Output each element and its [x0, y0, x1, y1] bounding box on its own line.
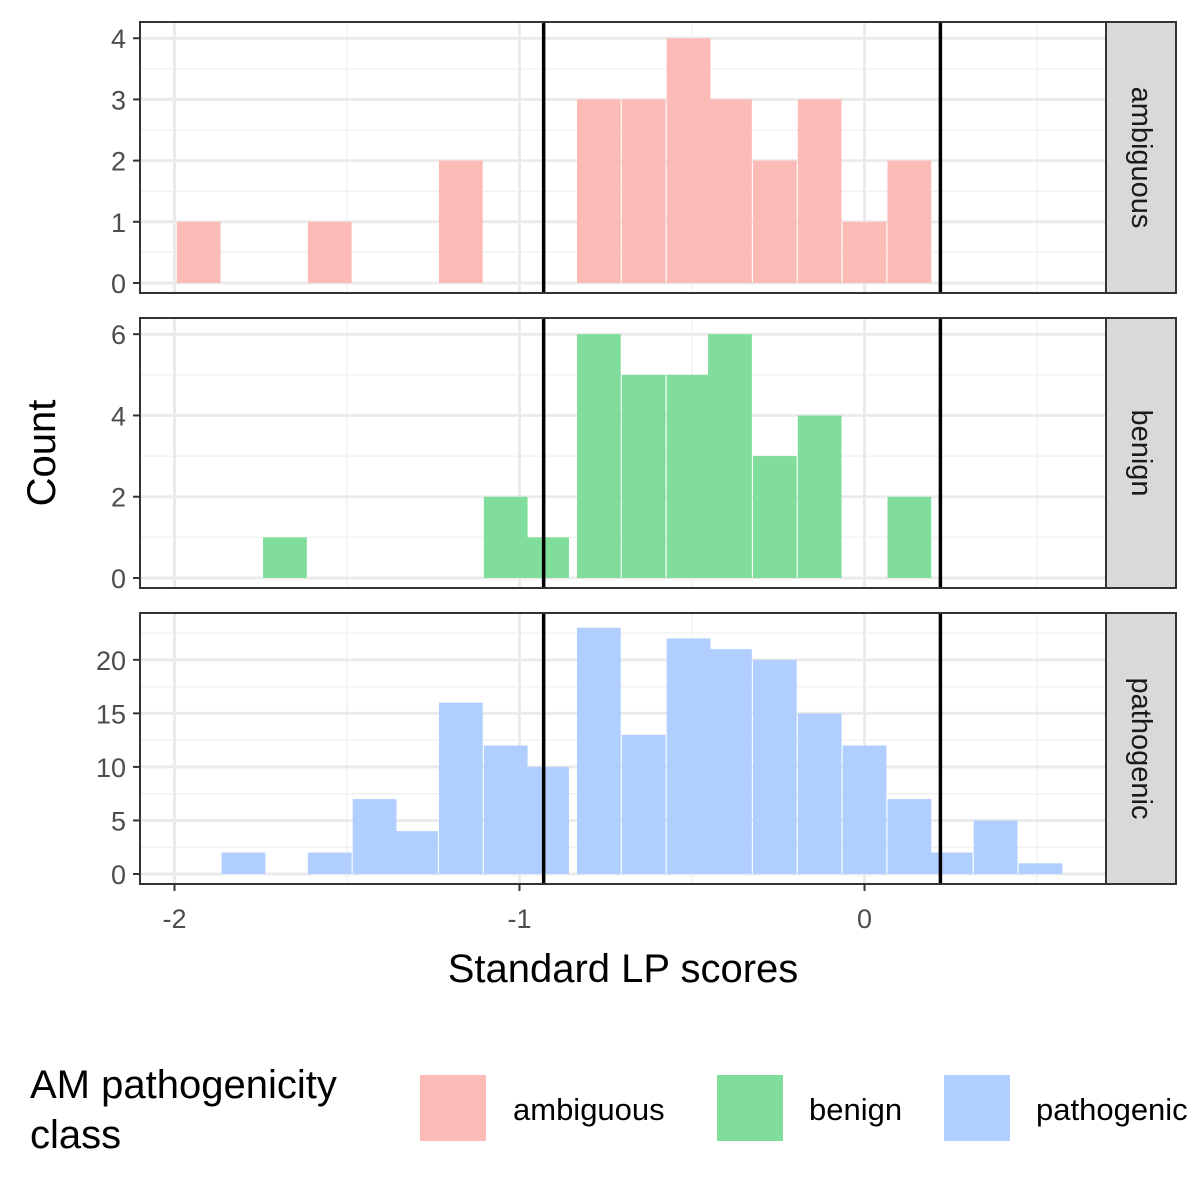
histogram-bar [307, 221, 352, 283]
histogram-bar [842, 745, 887, 874]
histogram-bar [797, 713, 842, 874]
y-tick-label: 6 [111, 320, 126, 350]
facet-panels: 0 1 2 3 4 ambiguous 0 2 4 6 benign 0 5 10 15 20 pathogen… [96, 21, 1177, 890]
facet-panel-ambiguous: 0 1 2 3 4 ambiguous [111, 21, 1177, 299]
legend-key-ambiguous [420, 1075, 486, 1141]
histogram-bar [887, 160, 932, 283]
y-tick-label: 0 [111, 269, 126, 299]
legend-title-line-1: AM pathogenicity [30, 1063, 337, 1107]
histogram-bar [483, 496, 528, 578]
histogram-bar [708, 334, 752, 578]
facet-panel-pathogenic: 0 5 10 15 20 pathogenic [96, 612, 1177, 890]
histogram-bar [576, 627, 621, 874]
histogram-bar [708, 99, 752, 283]
histogram-bar [666, 638, 711, 874]
histogram-bar [438, 702, 483, 874]
y-tick-label: 5 [111, 806, 126, 836]
facet-strip-label: benign [1125, 409, 1157, 496]
histogram-bar [752, 659, 797, 874]
histogram-bar [176, 221, 221, 283]
histogram-bar [307, 852, 352, 874]
x-axis: -2 -1 0 [162, 884, 872, 934]
histogram-bar [666, 374, 711, 578]
histogram-bar [1018, 863, 1063, 874]
histogram-bar [394, 831, 438, 874]
y-tick-label: 4 [111, 24, 126, 54]
histogram-bar [928, 852, 973, 874]
facet-panel-benign: 0 2 4 6 benign [111, 317, 1177, 594]
legend-key-pathogenic [944, 1075, 1010, 1141]
histogram-bar [221, 852, 266, 874]
y-tick-label: 4 [111, 401, 126, 431]
x-tick-label: 0 [857, 904, 872, 934]
histogram-bar [525, 766, 569, 874]
facet-strip [1105, 21, 1177, 294]
y-tick-label: 0 [111, 860, 126, 890]
facet-strip-label: pathogenic [1125, 678, 1157, 820]
x-axis-title: Standard LP scores [448, 947, 799, 991]
x-tick-label: -2 [162, 904, 186, 934]
histogram-bar [621, 374, 666, 578]
histogram-bar [973, 820, 1018, 874]
histogram-bar [797, 415, 842, 578]
histogram-bar [621, 99, 666, 283]
legend-key-benign [717, 1075, 783, 1141]
facet-strip [1105, 317, 1177, 589]
histogram-bar [708, 649, 752, 874]
y-tick-label: 20 [96, 646, 126, 676]
histogram-bar [438, 160, 483, 283]
histogram-bar [887, 799, 932, 874]
y-tick-label: 1 [111, 208, 126, 238]
histogram-bar [797, 99, 842, 283]
histogram-bar [352, 799, 397, 874]
facet-strip [1105, 612, 1177, 885]
legend-title-line-2: class [30, 1113, 121, 1157]
histogram-bar [887, 496, 932, 578]
y-tick-label: 0 [111, 564, 126, 594]
histogram-bar [752, 456, 797, 578]
y-tick-label: 15 [96, 699, 126, 729]
histogram-bar [666, 38, 711, 283]
legend: AM pathogenicity class ambiguous benign path… [30, 1063, 1188, 1157]
y-tick-label: 2 [111, 483, 126, 513]
y-tick-label: 3 [111, 85, 126, 115]
y-tick-label: 10 [96, 753, 126, 783]
histogram-bar [576, 334, 621, 578]
histogram-bar [263, 537, 307, 578]
histogram-bar [525, 537, 569, 578]
histogram-bar [576, 99, 621, 283]
legend-label-benign: benign [809, 1092, 902, 1127]
histogram-bar [483, 745, 528, 874]
histogram-bar [752, 160, 797, 283]
legend-label-ambiguous: ambiguous [513, 1092, 665, 1127]
y-axis-title: Count [20, 400, 64, 507]
histogram-bar [842, 221, 887, 283]
histogram-bar [621, 734, 666, 874]
facet-strip-label: ambiguous [1125, 87, 1157, 229]
x-tick-label: -1 [507, 904, 531, 934]
y-tick-label: 2 [111, 147, 126, 177]
legend-label-pathogenic: pathogenic [1036, 1092, 1188, 1127]
